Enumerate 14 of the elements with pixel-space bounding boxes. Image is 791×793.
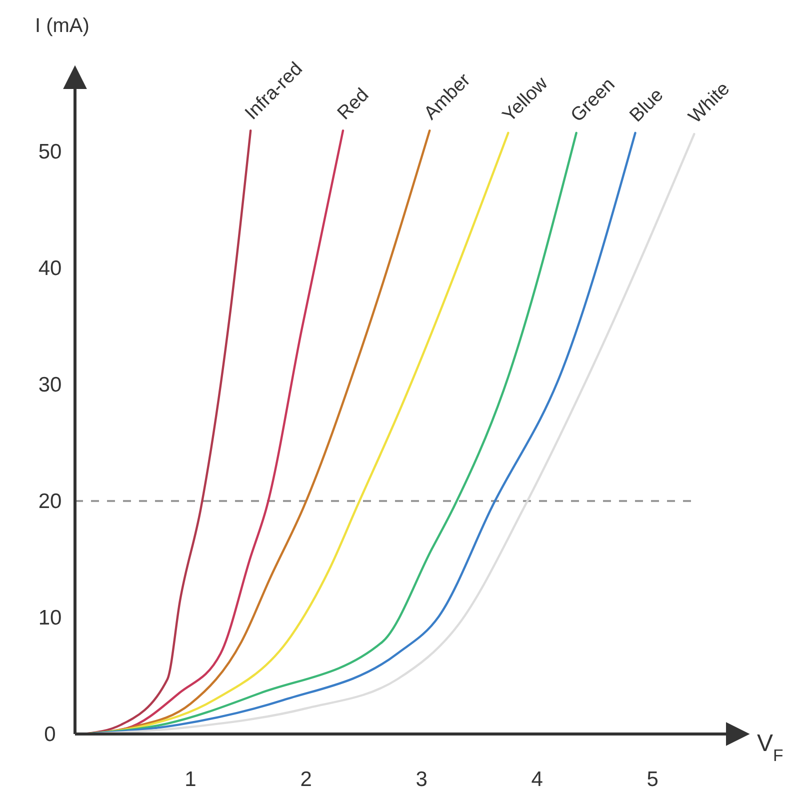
x-axis-title: V$_{F}$ [757, 730, 784, 764]
y-tick-label: 40 [38, 257, 62, 280]
y-tick-label: 20 [38, 490, 62, 514]
x-tick-label: 5 [646, 768, 658, 791]
y-tick-label: 50 [38, 140, 62, 164]
y-axis-title: I (mA) [35, 15, 90, 37]
x-tick-label: 2 [300, 768, 312, 791]
y-tick-label: 0 [44, 723, 56, 746]
x-tick-label: 1 [184, 768, 196, 791]
text: Blue [626, 84, 668, 126]
x-tick-label: 3 [416, 768, 428, 791]
y-tick-label: 30 [38, 374, 62, 397]
y-tick-label: 10 [38, 606, 62, 630]
x-tick-label: 4 [531, 768, 544, 791]
